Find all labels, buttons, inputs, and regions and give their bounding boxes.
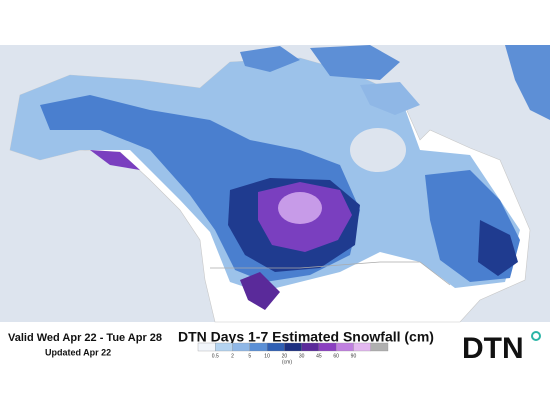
border bbox=[210, 261, 451, 286]
legend-swatch bbox=[197, 342, 216, 352]
legend-swatch bbox=[336, 342, 354, 352]
hudson-bay bbox=[350, 128, 406, 172]
alaska-purple bbox=[90, 150, 140, 170]
legend-swatch bbox=[249, 342, 268, 352]
legend: 0.5 2 5 10 20 30 45 60 90 bbox=[197, 342, 389, 359]
logo-dot bbox=[531, 331, 541, 341]
rockies-purple bbox=[240, 272, 280, 310]
legend-swatch bbox=[370, 342, 389, 352]
legend-swatch bbox=[215, 342, 233, 352]
legend-label: 60 bbox=[333, 353, 339, 359]
greenland bbox=[505, 45, 550, 120]
legend-label: 5 bbox=[248, 353, 251, 359]
logo: DTN bbox=[462, 332, 524, 365]
updated-text: Updated Apr 22 bbox=[45, 347, 111, 357]
legend-label: 30 bbox=[299, 353, 305, 359]
arctic-island bbox=[310, 45, 400, 80]
legend-swatch bbox=[232, 342, 250, 352]
map bbox=[0, 45, 550, 323]
legend-swatch bbox=[284, 342, 302, 352]
legend-title: DTN Days 1-7 Estimated Snowfall (cm) bbox=[178, 329, 434, 345]
legend-label: 20 bbox=[282, 353, 288, 359]
legend-swatch bbox=[318, 342, 337, 352]
snow-heavy bbox=[278, 192, 322, 224]
legend-swatch bbox=[353, 342, 371, 352]
arctic-island bbox=[240, 46, 300, 72]
legend-label: 10 bbox=[264, 353, 270, 359]
valid-text: Valid Wed Apr 22 - Tue Apr 28 bbox=[8, 332, 162, 344]
legend-label: 2 bbox=[231, 353, 234, 359]
arctic-island bbox=[360, 82, 420, 115]
snow-dark-east bbox=[478, 220, 518, 276]
legend-label: 45 bbox=[316, 353, 322, 359]
legend-swatch bbox=[266, 342, 285, 352]
legend-label: 90 bbox=[351, 353, 357, 359]
legend-label: 0.5 bbox=[212, 353, 219, 359]
legend-unit: (cm) bbox=[282, 359, 292, 365]
legend-swatch bbox=[301, 342, 320, 352]
